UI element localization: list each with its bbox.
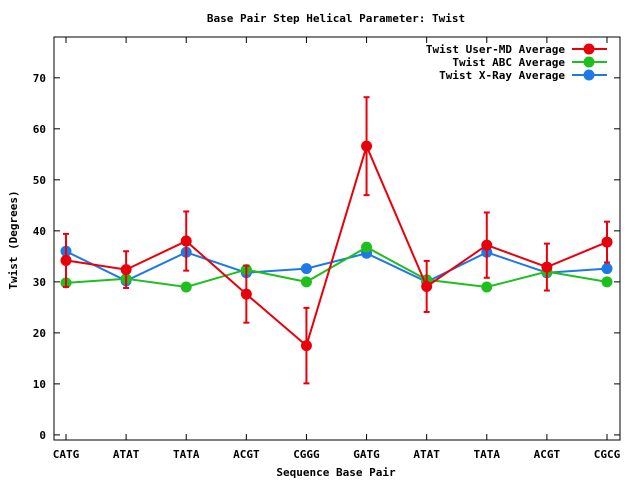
data-point bbox=[60, 254, 72, 266]
data-point bbox=[300, 263, 312, 275]
data-point bbox=[300, 276, 312, 288]
legend-label: Twist X-Ray Average bbox=[439, 69, 565, 82]
y-tick-label: 60 bbox=[33, 123, 46, 136]
data-point bbox=[421, 280, 433, 292]
y-tick-label: 10 bbox=[33, 378, 46, 391]
x-tick-label: ATAT bbox=[113, 448, 140, 461]
x-tick-label: GATG bbox=[353, 448, 380, 461]
x-tick-label: CGCG bbox=[594, 448, 621, 461]
series-layer bbox=[60, 96, 613, 385]
series-line bbox=[65, 143, 608, 348]
series-1 bbox=[60, 96, 613, 385]
legend-label: Twist ABC Average bbox=[452, 56, 565, 69]
legend-marker bbox=[583, 56, 595, 68]
data-point bbox=[541, 261, 553, 273]
data-point bbox=[601, 236, 613, 248]
data-point bbox=[240, 288, 252, 300]
series-line bbox=[65, 246, 608, 289]
legend-marker bbox=[583, 43, 595, 55]
x-axis-ticks: CATG ATAT TATA ACGT CGGG GATG ATAT TATA ACGT CGCG bbox=[53, 37, 621, 461]
data-point bbox=[120, 264, 132, 276]
x-tick-label: CGGG bbox=[293, 448, 320, 461]
data-point bbox=[300, 340, 312, 352]
data-point bbox=[180, 235, 192, 247]
y-tick-label: 20 bbox=[33, 327, 46, 340]
data-point bbox=[481, 239, 493, 251]
x-tick-label: ACGT bbox=[534, 448, 561, 461]
x-tick-label: CATG bbox=[53, 448, 80, 461]
y-axis-label: Twist (Degrees) bbox=[7, 190, 20, 289]
data-point bbox=[481, 281, 493, 293]
y-axis-ticks: 0 10 20 30 40 50 60 70 bbox=[33, 72, 620, 442]
y-tick-label: 30 bbox=[33, 276, 46, 289]
legend-label: Twist User-MD Average bbox=[426, 43, 565, 56]
data-point bbox=[180, 281, 192, 293]
data-point bbox=[361, 140, 373, 152]
x-axis-label: Sequence Base Pair bbox=[276, 466, 396, 479]
chart-title: Base Pair Step Helical Parameter: Twist bbox=[207, 12, 465, 25]
data-point bbox=[601, 263, 613, 275]
plot-frame bbox=[53, 36, 621, 441]
x-tick-label: TATA bbox=[173, 448, 200, 461]
y-tick-label: 70 bbox=[33, 72, 46, 85]
data-point bbox=[361, 241, 373, 253]
y-tick-label: 0 bbox=[39, 429, 46, 442]
series-line bbox=[65, 250, 608, 284]
x-tick-label: ACGT bbox=[233, 448, 260, 461]
plot-axes bbox=[53, 36, 621, 441]
data-point bbox=[601, 276, 613, 288]
legend-marker bbox=[583, 69, 595, 81]
y-tick-label: 40 bbox=[33, 225, 46, 238]
x-tick-label: TATA bbox=[474, 448, 501, 461]
x-tick-label: ATAT bbox=[413, 448, 440, 461]
y-tick-label: 50 bbox=[33, 174, 46, 187]
